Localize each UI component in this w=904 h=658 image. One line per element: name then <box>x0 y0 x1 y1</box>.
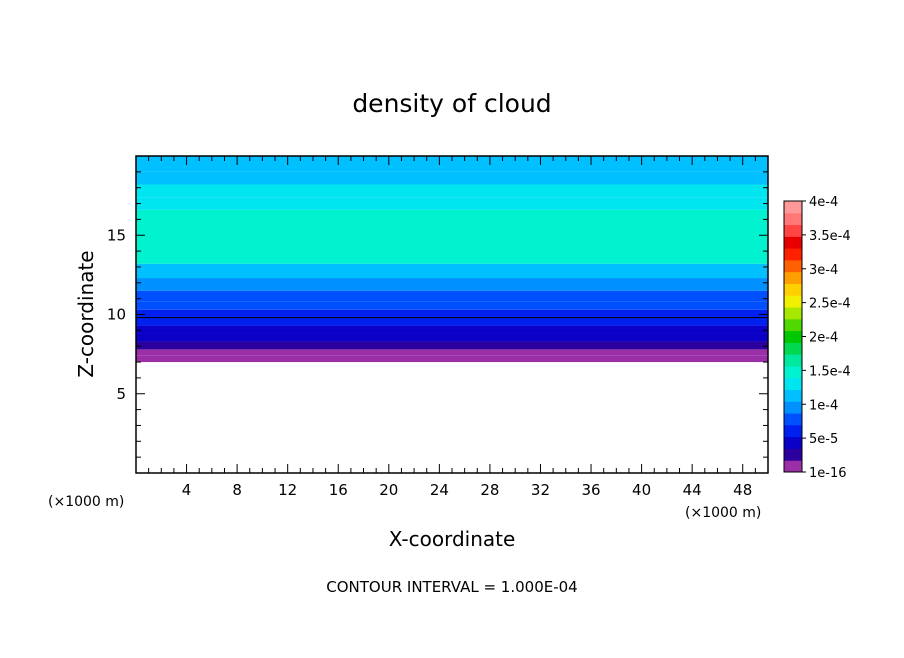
colorbar-label: 3.5e-4 <box>809 229 851 244</box>
field-band <box>136 184 768 198</box>
x-tick-label: 28 <box>480 481 499 499</box>
colorbar-swatch <box>784 342 802 355</box>
field-band <box>136 197 768 210</box>
y-tick-label: 15 <box>107 226 126 244</box>
x-tick-label: 36 <box>581 481 600 499</box>
colorbar-swatch <box>784 448 802 461</box>
y-tick-label: 5 <box>116 385 126 403</box>
colorbar-swatch <box>784 307 802 320</box>
field-band <box>136 317 768 326</box>
colorbar-swatch <box>784 236 802 249</box>
colorbar-swatch <box>784 212 802 226</box>
field-band <box>136 156 768 172</box>
x-tick-label: 12 <box>278 481 297 499</box>
x-tick-label: 44 <box>683 481 702 499</box>
field-band <box>136 349 768 356</box>
colorbar-swatch <box>784 389 802 402</box>
field-band <box>136 209 768 264</box>
colorbar-swatch <box>784 224 802 237</box>
z-unit-label: (×1000 m) <box>685 505 761 521</box>
colorbar-label: 5e-5 <box>809 432 838 447</box>
field-band <box>136 278 768 291</box>
y-tick-label: 10 <box>107 306 126 324</box>
colorbar-swatch <box>784 330 802 343</box>
field-band <box>136 341 768 350</box>
colorbar-swatch <box>784 201 802 214</box>
colorbar-label: 3e-4 <box>809 263 838 278</box>
colorbar-swatch <box>784 424 802 438</box>
plot-area <box>136 156 768 363</box>
colorbar-swatch <box>784 436 802 449</box>
colorbar-label: 4e-4 <box>809 195 838 210</box>
x-tick-label: 20 <box>379 481 398 499</box>
field-band <box>136 290 768 302</box>
y-axis-title: Z-coordinate <box>74 250 98 377</box>
field-band <box>136 301 768 310</box>
colorbar-swatch <box>784 401 802 414</box>
colorbar-swatch <box>784 283 802 296</box>
colorbar-swatch <box>784 377 802 391</box>
x-tick-label: 40 <box>632 481 651 499</box>
field-band <box>136 171 768 185</box>
colorbar-label: 1e-16 <box>809 466 847 481</box>
x-tick-label: 32 <box>531 481 550 499</box>
colorbar-swatch <box>784 460 802 473</box>
x-tick-label: 24 <box>430 481 449 499</box>
x-axis-title: X-coordinate <box>389 527 516 551</box>
field-band <box>136 325 768 334</box>
colorbar-swatch <box>784 248 802 261</box>
field-band <box>136 309 768 318</box>
colorbar-swatch <box>784 318 802 332</box>
x-tick-label: 4 <box>182 481 192 499</box>
colorbar-label: 1.5e-4 <box>809 364 851 379</box>
field-band <box>136 333 768 342</box>
x-tick-label: 16 <box>329 481 348 499</box>
contour-interval-note: CONTOUR INTERVAL = 1.000E-04 <box>326 578 577 596</box>
colorbar-label: 2.5e-4 <box>809 297 851 312</box>
colorbar-label: 2e-4 <box>809 331 838 346</box>
x-tick-label: 8 <box>232 481 242 499</box>
x-tick-label: 48 <box>733 481 752 499</box>
colorbar: 4e-4 3.5e-4 3e-4 2.5e-4 2e-4 1.5e-4 1e-4 5e-5 1e… <box>783 195 851 481</box>
colorbar-swatch <box>784 295 802 308</box>
colorbar-label: 1e-4 <box>809 398 838 413</box>
x-unit-label: (×1000 m) <box>48 494 124 510</box>
colorbar-swatch <box>784 413 802 426</box>
colorbar-swatch <box>784 354 802 367</box>
colorbar-swatch <box>784 365 802 379</box>
field-band <box>136 355 768 363</box>
colorbar-swatch <box>784 271 802 284</box>
colorbar-swatch <box>784 259 802 273</box>
chart-title: density of cloud <box>352 89 551 118</box>
field-band <box>136 263 768 279</box>
